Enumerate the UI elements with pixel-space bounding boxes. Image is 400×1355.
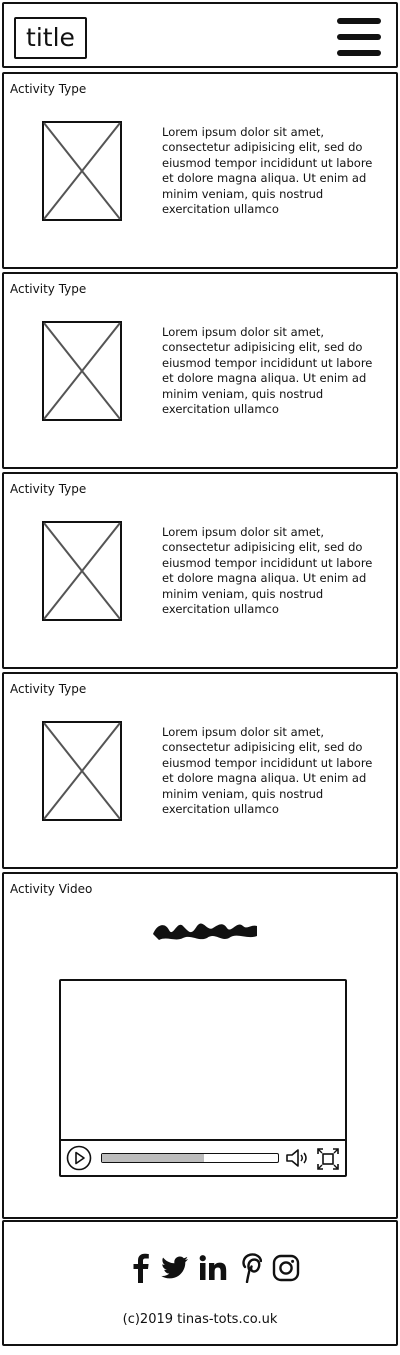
video-player[interactable]: [59, 979, 347, 1177]
image-placeholder-icon: [42, 121, 122, 221]
video-progress-fill: [102, 1154, 205, 1162]
activity-video-section: Activity Video: [2, 872, 398, 1219]
activity-type-label: Activity Type: [10, 82, 87, 96]
site-header: title: [2, 2, 398, 68]
volume-icon[interactable]: [285, 1147, 311, 1169]
video-progress-bar[interactable]: [101, 1153, 279, 1163]
pinterest-icon[interactable]: [240, 1253, 262, 1287]
activity-video-label: Activity Video: [10, 882, 93, 896]
site-footer: (c)2019 tinas-tots.co.uk: [2, 1220, 398, 1346]
video-controls: [61, 1139, 345, 1175]
copyright-text: (c)2019 tinas-tots.co.uk: [122, 1312, 278, 1327]
activity-card: Activity Type Lorem ipsum dolor sit amet…: [2, 472, 398, 669]
activity-description: Lorem ipsum dolor sit amet, consectetur …: [162, 725, 373, 817]
fullscreen-icon[interactable]: [316, 1147, 340, 1171]
instagram-icon[interactable]: [272, 1254, 300, 1286]
facebook-icon[interactable]: [130, 1253, 150, 1287]
social-links: [130, 1253, 300, 1287]
activity-type-label: Activity Type: [10, 282, 87, 296]
twitter-icon[interactable]: [160, 1256, 189, 1284]
hamburger-menu-icon[interactable]: [337, 18, 381, 56]
activity-description: Lorem ipsum dolor sit amet, consectetur …: [162, 325, 373, 417]
activity-description: Lorem ipsum dolor sit amet, consectetur …: [162, 525, 373, 617]
play-icon[interactable]: [66, 1145, 92, 1171]
activity-description: Lorem ipsum dolor sit amet, consectetur …: [162, 125, 373, 217]
site-title[interactable]: title: [14, 17, 87, 59]
activity-card: Activity Type Lorem ipsum dolor sit amet…: [2, 672, 398, 869]
activity-type-label: Activity Type: [10, 482, 87, 496]
scribble-heading-icon: [153, 923, 257, 940]
activity-card: Activity Type Lorem ipsum dolor sit amet…: [2, 272, 398, 469]
activity-card: Activity Type Lorem ipsum dolor sit amet…: [2, 72, 398, 269]
linkedin-icon[interactable]: [199, 1255, 229, 1285]
image-placeholder-icon: [42, 721, 122, 821]
activity-type-label: Activity Type: [10, 682, 87, 696]
image-placeholder-icon: [42, 521, 122, 621]
image-placeholder-icon: [42, 321, 122, 421]
